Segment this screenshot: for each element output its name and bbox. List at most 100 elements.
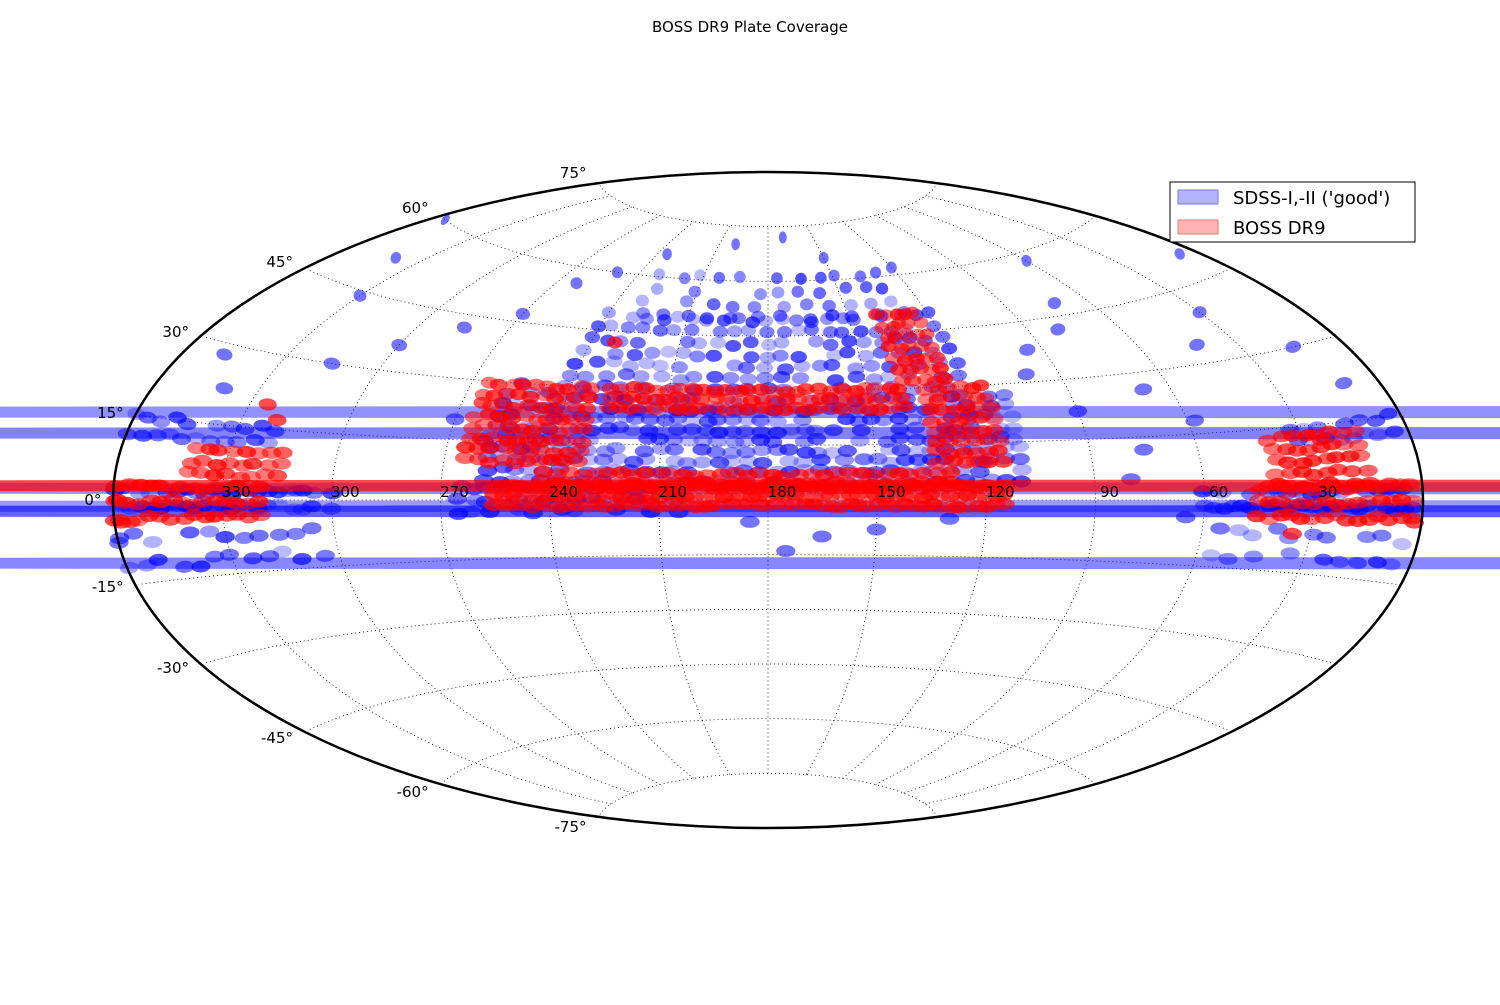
sdss-plate <box>656 414 675 427</box>
sdss-plate <box>699 312 715 325</box>
sdss-plate <box>644 346 661 359</box>
sdss-plate <box>605 355 623 368</box>
boss-plate <box>874 321 890 334</box>
sdss-plate <box>722 446 742 460</box>
dec-tick-label: 0° <box>84 491 101 509</box>
sdss-plate <box>617 368 636 381</box>
sdss-plate <box>1204 501 1224 514</box>
dec-tick-label: 30° <box>162 323 189 341</box>
sdss-plate <box>866 523 887 536</box>
sdss-plate <box>1335 377 1353 390</box>
sdss-plate <box>710 456 730 469</box>
sdss-plate <box>168 411 187 424</box>
sdss-plate <box>823 424 843 437</box>
sdss-plate <box>1134 383 1153 396</box>
sdss-plate <box>864 297 878 310</box>
sdss-plate <box>253 419 273 432</box>
sdss-plate <box>863 359 881 373</box>
sdss-plate <box>447 492 467 505</box>
sdss-plate <box>137 559 157 572</box>
sdss-plate <box>133 429 153 442</box>
sdss-plate <box>723 413 742 426</box>
parallel-line <box>442 215 1096 282</box>
sdss-plate <box>603 319 619 332</box>
sdss-plate <box>726 359 744 372</box>
ra-tick-label: 300 <box>331 483 360 501</box>
sdss-plate <box>235 422 255 435</box>
sdss-plate <box>624 455 644 468</box>
sdss-plate <box>660 345 677 358</box>
sdss-plate <box>839 346 856 359</box>
sdss-plate <box>847 370 866 383</box>
sdss-plate <box>653 370 671 383</box>
boss-plate <box>181 457 202 470</box>
sdss-plate <box>679 434 699 447</box>
sdss-plate <box>735 425 755 438</box>
sdss-plate <box>269 528 290 541</box>
sdss-plate <box>875 282 889 295</box>
sdss-plate <box>790 350 807 364</box>
boss-plate <box>558 446 578 459</box>
sdss-plate <box>710 336 726 349</box>
ra-tick-label: 90 <box>1100 483 1119 501</box>
sdss-plate <box>752 444 772 456</box>
plate-markers <box>0 214 1500 574</box>
sdss-plate <box>635 294 649 307</box>
boss-plate <box>573 380 592 393</box>
sdss-plate <box>666 324 682 337</box>
sdss-plate <box>822 299 836 312</box>
boss-plate <box>455 451 475 465</box>
boss-plate <box>915 383 934 396</box>
sdss-plate <box>626 348 644 362</box>
sdss-plate <box>818 251 829 264</box>
boss-plate <box>544 447 564 460</box>
boss-plate <box>1297 429 1317 442</box>
sdss-plate <box>709 426 729 439</box>
sdss-plate <box>652 324 668 337</box>
sdss-plate <box>795 272 807 285</box>
sdss-plate <box>890 422 910 435</box>
boss-plate <box>889 308 904 321</box>
sdss-plate <box>884 295 898 308</box>
sdss-plate <box>756 361 774 374</box>
boss-plate <box>1309 479 1329 492</box>
sdss-plate <box>850 434 870 447</box>
sdss-plate <box>738 361 755 374</box>
sdss-plate <box>315 549 335 562</box>
sdss-plate <box>907 445 928 458</box>
sdss-plate <box>791 372 810 385</box>
sdss-plate <box>799 298 814 311</box>
sdss-plate <box>597 412 616 425</box>
sdss-plate <box>694 269 706 282</box>
sdss-plate <box>456 321 472 334</box>
dec-tick-label: 75° <box>560 164 587 182</box>
sdss-plate <box>727 325 743 338</box>
boss-plate <box>501 422 521 435</box>
sdss-plate <box>227 436 247 449</box>
boss-plate <box>1277 443 1297 456</box>
dec-tick-label: 45° <box>266 253 293 271</box>
sdss-plate <box>172 433 191 446</box>
sdss-plate <box>684 323 700 336</box>
sdss-plate <box>515 307 530 320</box>
sdss-plate <box>191 560 211 573</box>
sdss-plate <box>1192 306 1207 319</box>
sdss-plate <box>767 426 787 439</box>
sdss-plate <box>1068 405 1087 418</box>
boss-plate <box>990 435 1010 448</box>
boss-plate <box>1317 452 1338 465</box>
sdss-plate <box>608 452 628 465</box>
boss-plate <box>567 402 586 415</box>
boss-plate <box>835 394 854 407</box>
boss-plate <box>1360 476 1380 489</box>
boss-plate <box>484 498 504 512</box>
boss-plate <box>650 466 670 479</box>
sdss-plate <box>1280 547 1300 560</box>
boss-plate <box>982 401 1001 414</box>
sdss-plate <box>725 436 745 449</box>
sdss-plate <box>148 553 168 566</box>
sdss-plate <box>812 530 832 543</box>
sdss-plate <box>811 453 831 466</box>
sdss-plate <box>653 268 666 281</box>
sdss-plate <box>921 306 936 319</box>
